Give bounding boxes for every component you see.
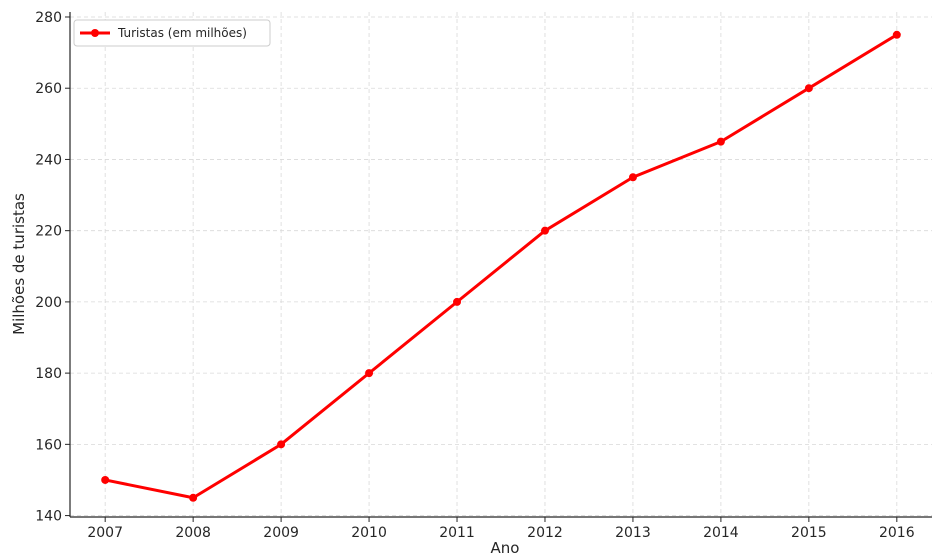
data-point (277, 440, 286, 449)
y-tick-label: 280 (35, 10, 62, 26)
x-tick-label: 2016 (879, 525, 915, 541)
grid-lines (70, 12, 932, 517)
y-ticks: 140 160 180 200 220 240 260 280 (35, 10, 70, 525)
data-point (716, 137, 725, 146)
y-tick-label: 160 (35, 437, 62, 453)
data-point (101, 475, 110, 484)
series-line (103, 33, 899, 500)
y-tick-label: 240 (35, 152, 62, 168)
series-layer (101, 30, 901, 502)
x-tick-label: 2012 (527, 525, 563, 541)
data-point (540, 226, 549, 235)
y-tick-label: 200 (35, 295, 62, 311)
y-axis-title: Milhões de turistas (10, 193, 28, 335)
axes (69, 12, 932, 518)
x-tick-label: 2009 (263, 525, 299, 541)
x-axis-title: Ano (491, 539, 520, 557)
y-tick-label: 220 (35, 224, 62, 240)
y-tick-label: 140 (35, 509, 62, 525)
data-point (453, 297, 462, 306)
legend-box (73, 19, 271, 47)
data-point (628, 173, 637, 182)
data-point (892, 30, 901, 39)
data-point (804, 84, 813, 93)
y-tick-label: 180 (35, 366, 62, 382)
y-tick-label: 260 (35, 81, 62, 97)
data-point (365, 369, 374, 378)
legend: Turistas (em milhões) (73, 19, 271, 47)
legend-label: Turistas (em milhões) (117, 26, 247, 40)
data-point (189, 493, 198, 502)
x-tick-label: 2010 (351, 525, 387, 541)
x-tick-label: 2013 (615, 525, 651, 541)
legend-marker-swatch (91, 29, 99, 37)
x-tick-label: 2014 (703, 525, 739, 541)
x-tick-label: 2011 (439, 525, 475, 541)
x-ticks: 2007 2008 2009 2010 2011 2012 2013 2014 2015 2016 (87, 517, 915, 541)
x-tick-label: 2007 (87, 525, 123, 541)
x-tick-label: 2015 (791, 525, 827, 541)
x-tick-label: 2008 (175, 525, 211, 541)
